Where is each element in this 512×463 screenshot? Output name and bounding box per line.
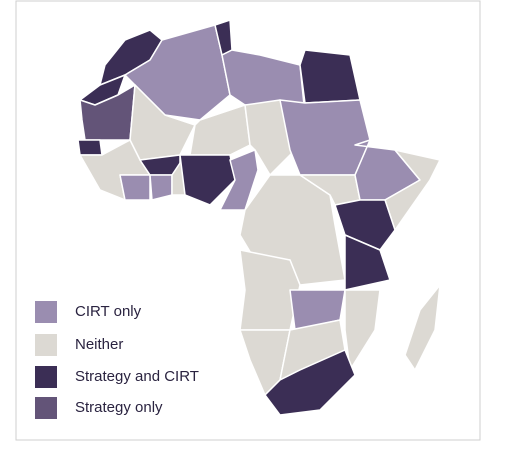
egypt (299, 49, 361, 104)
legend-label: Strategy only (75, 399, 163, 416)
tanzania (344, 234, 391, 291)
legend-swatch (35, 301, 57, 323)
legend-label: CIRT only (75, 303, 142, 320)
madagascar (404, 284, 441, 371)
legend-swatch (35, 397, 57, 419)
ivory-coast (119, 174, 151, 201)
legend-swatch (35, 334, 57, 356)
africa-map (77, 19, 441, 416)
legend-label: Neither (75, 336, 123, 353)
ghana (149, 174, 173, 201)
senegal (77, 139, 103, 156)
legend: CIRT only Neither Strategy and CIRT Strateg… (35, 301, 199, 419)
mozambique (344, 289, 381, 371)
legend-label: Strategy and CIRT (75, 368, 199, 385)
south-africa (264, 349, 356, 416)
legend-swatch (35, 366, 57, 388)
nigeria (179, 154, 236, 206)
